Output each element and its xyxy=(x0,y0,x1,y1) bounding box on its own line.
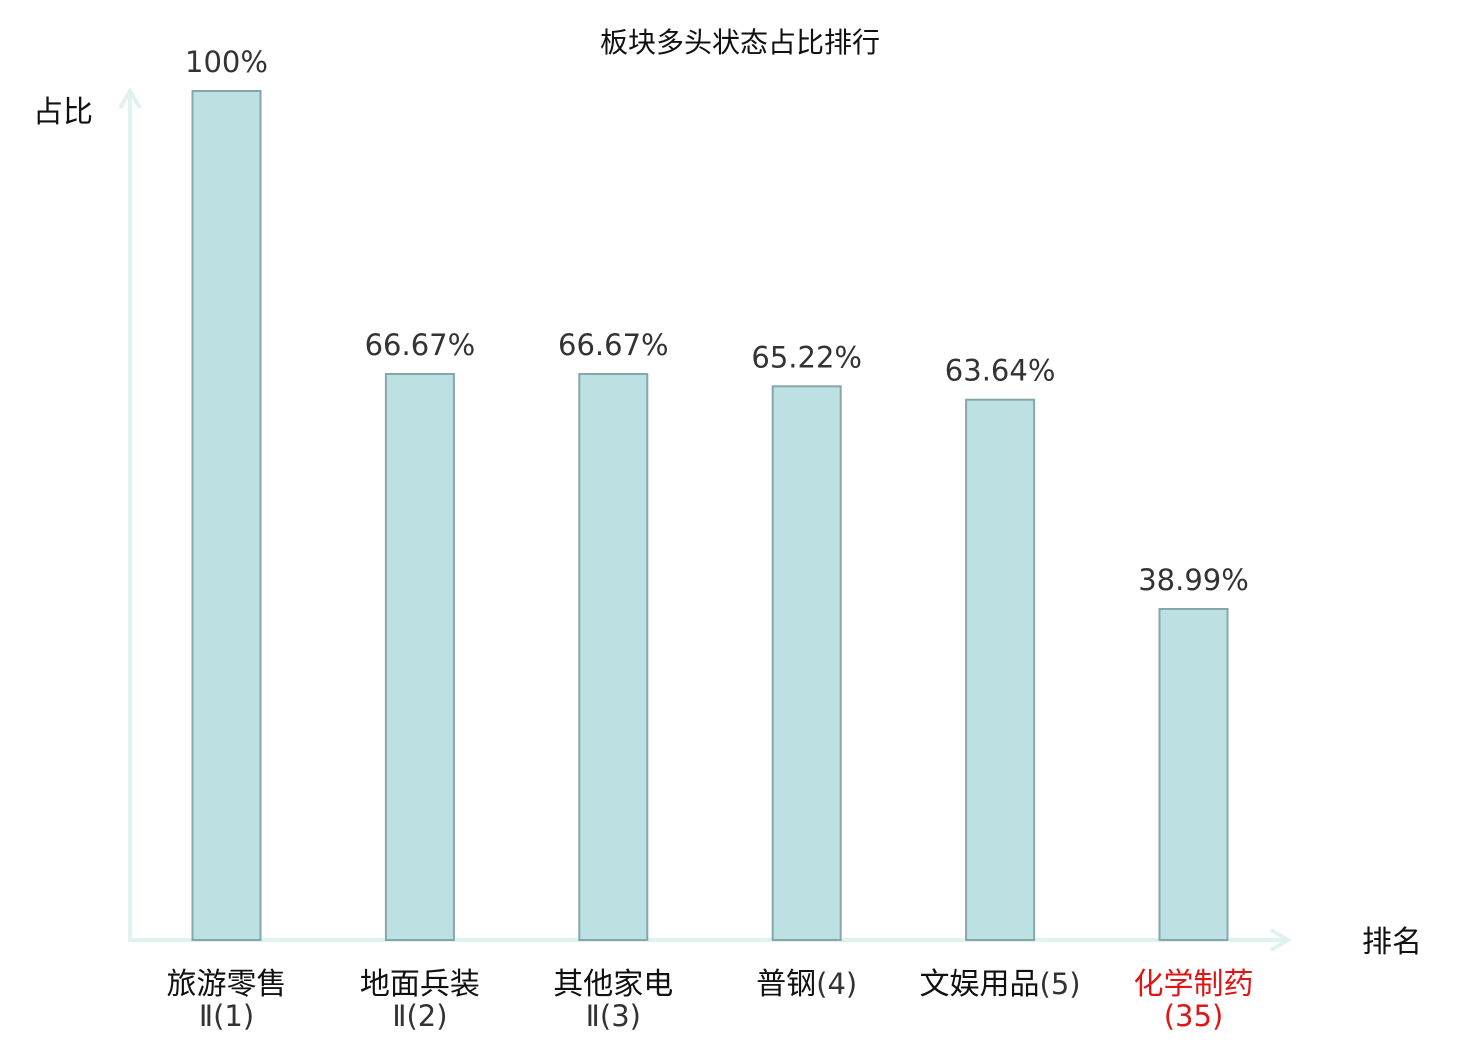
data-label: 66.67% xyxy=(558,328,669,362)
bar xyxy=(191,90,262,941)
x-tick-rank: Ⅱ(1) xyxy=(199,999,254,1033)
bar xyxy=(578,373,649,941)
x-tick-rank: (35) xyxy=(1164,999,1224,1033)
y-axis-label: 占比 xyxy=(33,95,93,130)
bar xyxy=(965,398,1036,941)
x-tick-label: 地面兵装 xyxy=(360,967,480,1002)
x-tick-label: 化学制药 xyxy=(1134,967,1254,1002)
x-tick-rank: (4) xyxy=(816,967,857,1001)
bar xyxy=(771,385,842,941)
data-label: 65.22% xyxy=(751,340,862,374)
bars-group xyxy=(191,90,1229,941)
x-axis-label: 排名 xyxy=(1362,925,1422,960)
y-axis-arrow-icon xyxy=(118,87,142,110)
value-labels-group: 100% 66.67% 66.67% 65.22% 63.64% 38.99% xyxy=(185,45,1249,597)
data-label: 63.64% xyxy=(945,354,1056,388)
x-tick-name: 普钢 xyxy=(756,967,816,1002)
x-tick-rank: Ⅱ(2) xyxy=(392,999,447,1033)
x-axis-arrow-icon xyxy=(1269,928,1292,952)
axes xyxy=(118,87,1292,952)
x-tick-label: 普钢(4) xyxy=(756,967,857,1002)
data-label: 66.67% xyxy=(365,328,476,362)
x-tick-label: 文娱用品(5) xyxy=(920,967,1081,1002)
bar xyxy=(1158,608,1229,941)
x-tick-rank: (5) xyxy=(1040,967,1081,1001)
x-tick-label: 旅游零售 xyxy=(167,967,287,1002)
x-tick-rank: Ⅱ(3) xyxy=(586,999,641,1033)
bar xyxy=(384,373,455,941)
chart-title: 板块多头状态占比排行 xyxy=(600,26,880,59)
data-label: 38.99% xyxy=(1138,563,1249,597)
x-tick-name: 文娱用品 xyxy=(920,967,1040,1002)
x-tick-label: 其他家电 xyxy=(553,967,673,1002)
data-label: 100% xyxy=(185,45,268,79)
